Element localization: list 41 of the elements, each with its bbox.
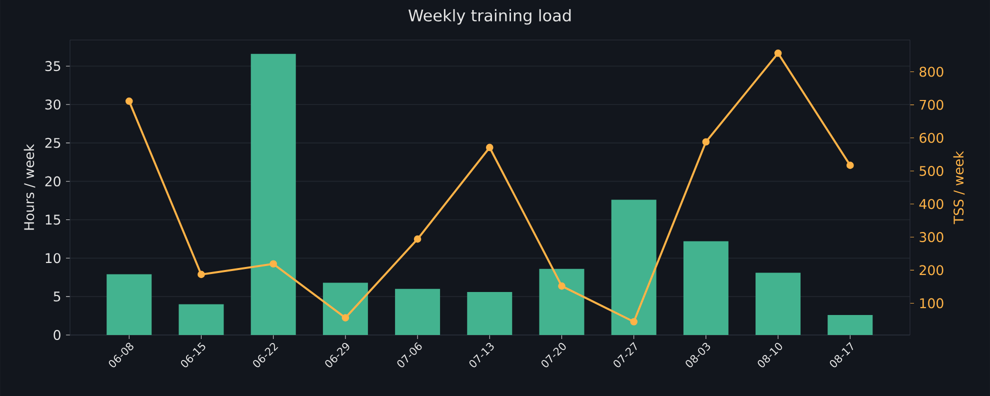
y-tick-label: 35	[45, 61, 60, 72]
point	[702, 138, 710, 146]
point	[270, 260, 278, 268]
y-axis-title: Hours / week	[24, 144, 36, 230]
point	[558, 282, 566, 290]
y2-tick-label: 600	[920, 132, 944, 143]
point	[630, 318, 638, 326]
y2-tick-label: 400	[919, 198, 944, 210]
point	[414, 235, 422, 243]
bar	[683, 241, 728, 335]
y2-tick-label: 500	[920, 166, 944, 176]
point	[846, 162, 854, 169]
y2-axis-title: TSS / week	[953, 150, 965, 224]
bar	[322, 282, 368, 335]
bar	[106, 274, 152, 335]
y-tick-label: 20	[45, 176, 60, 186]
point	[198, 270, 205, 278]
bar	[828, 315, 873, 335]
y2-tick-label: 300	[920, 232, 944, 242]
point	[774, 50, 782, 57]
y2-tick-label: 700	[920, 100, 944, 110]
y-tick-label: 25	[45, 138, 60, 148]
point	[342, 314, 350, 322]
bar	[539, 268, 584, 335]
y2-tick-label: 800	[920, 66, 944, 77]
point	[486, 144, 494, 152]
bar	[395, 288, 440, 335]
y-tick-label: 15	[46, 214, 60, 225]
y-tick-label: 5	[54, 292, 60, 302]
y2-tick-label: 100	[920, 298, 944, 308]
y-tick-label: 10	[46, 253, 60, 264]
y2-tick-label: 200	[920, 265, 944, 276]
chart-title: Weekly training load	[408, 9, 571, 25]
bar	[250, 54, 296, 335]
bar	[178, 304, 224, 335]
bar	[756, 272, 801, 335]
y-tick-label: 30	[45, 99, 60, 110]
bar	[467, 292, 512, 335]
bar	[611, 200, 656, 335]
y-tick-label: 0	[54, 330, 60, 340]
point	[125, 98, 133, 105]
